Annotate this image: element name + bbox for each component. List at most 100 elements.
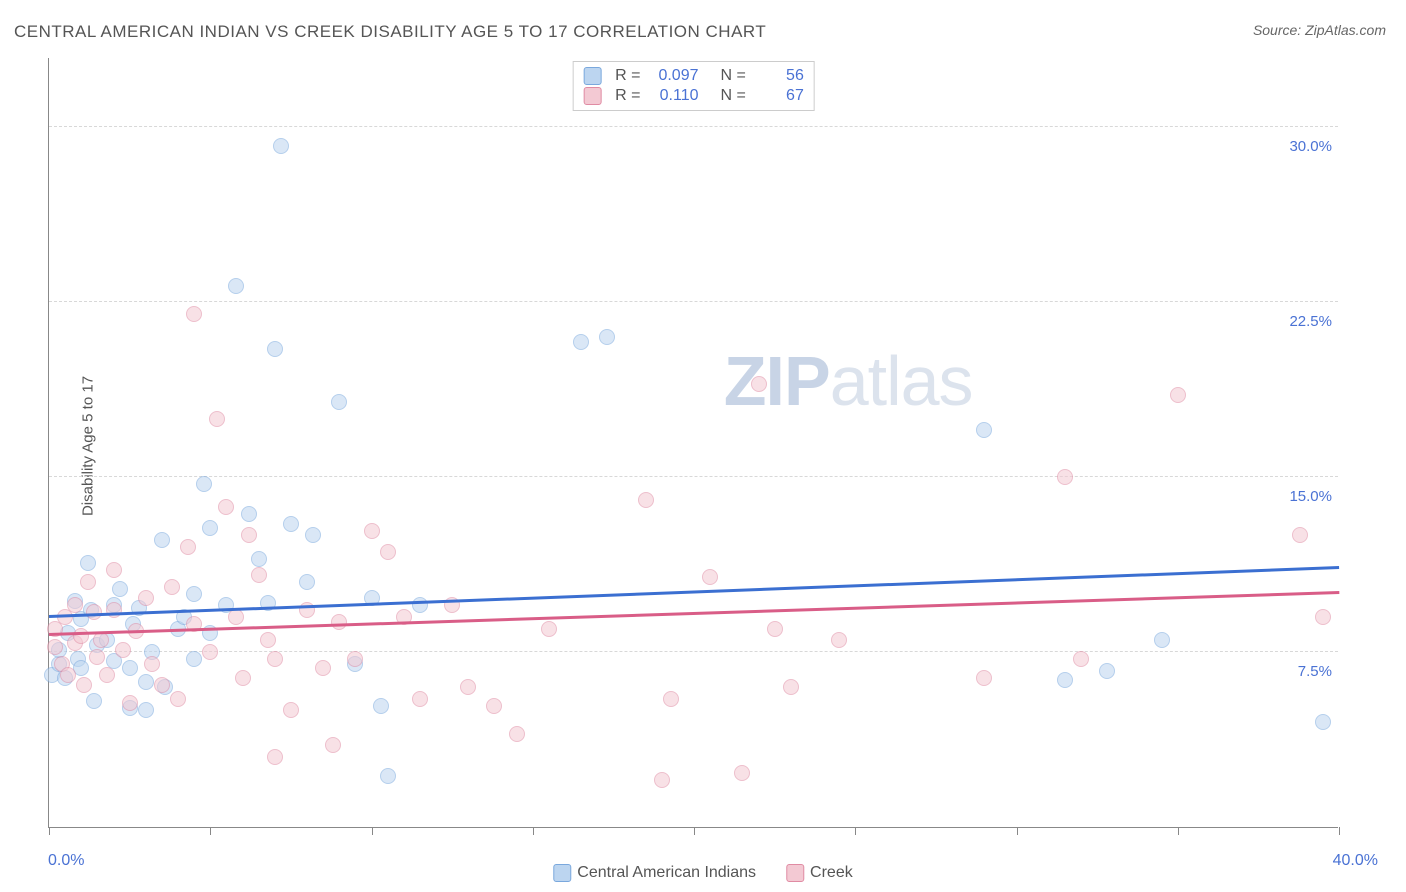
gridline [49,651,1338,652]
x-tick [694,827,695,835]
stats-row: R =0.110N =67 [583,86,804,106]
scatter-point [1057,469,1073,485]
legend-swatch [583,67,601,85]
scatter-point [60,667,76,683]
scatter-point [47,639,63,655]
bottom-legend: Central American Indians Creek [553,864,852,882]
scatter-point [93,632,109,648]
scatter-point [180,539,196,555]
scatter-point [1315,714,1331,730]
scatter-point [80,555,96,571]
scatter-point [209,411,225,427]
scatter-point [138,590,154,606]
scatter-point [170,691,186,707]
x-tick [1339,827,1340,835]
scatter-point [663,691,679,707]
scatter-point [67,597,83,613]
stat-label: R = [615,87,640,105]
scatter-point [460,679,476,695]
y-tick-label: 7.5% [1298,663,1332,680]
scatter-point [144,656,160,672]
scatter-point [273,138,289,154]
scatter-point [228,278,244,294]
x-tick [372,827,373,835]
scatter-point [112,581,128,597]
legend-swatch [583,87,601,105]
scatter-point [164,579,180,595]
scatter-point [702,569,718,585]
scatter-point [331,614,347,630]
stats-legend: R =0.097N =56R =0.110N =67 [572,61,815,111]
x-max-label: 40.0% [1333,852,1378,870]
scatter-point [831,632,847,648]
scatter-point [509,726,525,742]
scatter-point [412,691,428,707]
scatter-point [325,737,341,753]
scatter-point [106,602,122,618]
scatter-point [73,628,89,644]
legend-label: Creek [810,864,853,881]
scatter-point [1057,672,1073,688]
scatter-point [186,651,202,667]
scatter-point [654,772,670,788]
x-tick [855,827,856,835]
scatter-point [202,644,218,660]
trend-line [49,566,1339,617]
scatter-point [267,651,283,667]
scatter-point [283,702,299,718]
scatter-point [196,476,212,492]
scatter-point [373,698,389,714]
scatter-point [138,674,154,690]
y-tick-label: 22.5% [1289,313,1332,330]
scatter-point [599,329,615,345]
x-tick [210,827,211,835]
scatter-point [241,506,257,522]
scatter-point [734,765,750,781]
scatter-point [347,651,363,667]
source-label: Source: ZipAtlas.com [1253,22,1386,38]
stat-label: R = [615,67,640,85]
scatter-point [80,574,96,590]
stat-n-value: 67 [754,87,804,105]
scatter-point [122,695,138,711]
chart-title: CENTRAL AMERICAN INDIAN VS CREEK DISABIL… [14,22,766,42]
scatter-point [976,670,992,686]
scatter-point [364,523,380,539]
scatter-point [1154,632,1170,648]
scatter-point [751,376,767,392]
stat-label: N = [721,87,746,105]
scatter-point [315,660,331,676]
scatter-point [251,551,267,567]
scatter-point [380,544,396,560]
stat-label: N = [721,67,746,85]
scatter-point [122,660,138,676]
scatter-point [1170,387,1186,403]
x-tick [533,827,534,835]
scatter-point [218,499,234,515]
scatter-point [573,334,589,350]
scatter-point [154,532,170,548]
legend-label: Central American Indians [577,864,756,881]
scatter-point [1073,651,1089,667]
gridline [49,126,1338,127]
scatter-point [1099,663,1115,679]
scatter-point [1315,609,1331,625]
scatter-point [638,492,654,508]
scatter-point [115,642,131,658]
scatter-point [154,677,170,693]
legend-item: Central American Indians [553,864,756,882]
legend-swatch [553,864,571,882]
scatter-point [186,306,202,322]
scatter-point [86,693,102,709]
stat-n-value: 56 [754,67,804,85]
scatter-point [228,609,244,625]
scatter-point [89,649,105,665]
legend-item: Creek [786,864,853,882]
scatter-point [235,670,251,686]
stat-r-value: 0.097 [649,67,699,85]
scatter-point [380,768,396,784]
scatter-point [976,422,992,438]
scatter-point [783,679,799,695]
x-tick [49,827,50,835]
scatter-point [241,527,257,543]
